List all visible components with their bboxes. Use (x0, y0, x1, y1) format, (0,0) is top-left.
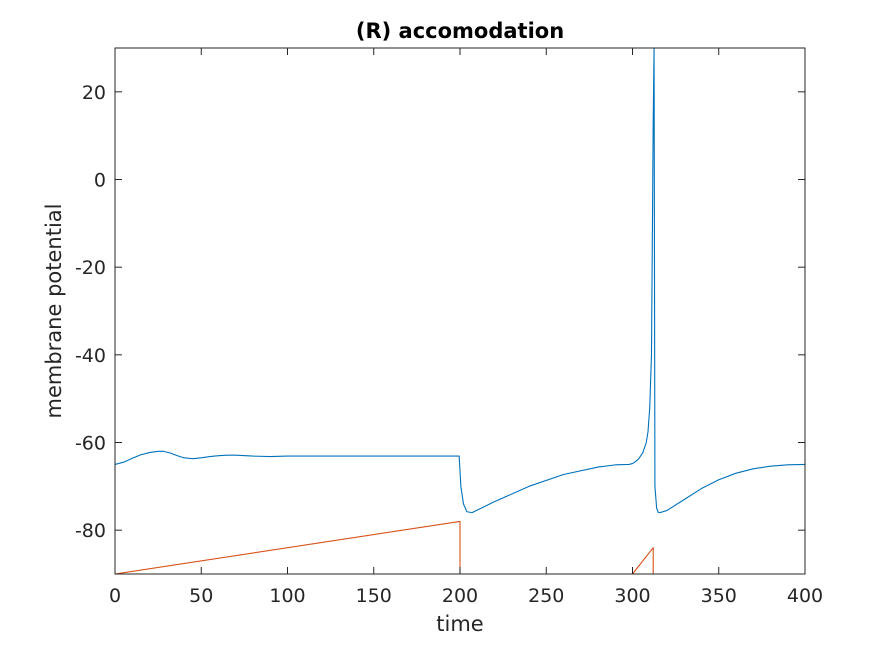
x-tick-label: 100 (269, 585, 305, 607)
x-tick-label: 200 (442, 585, 478, 607)
y-axis-label: membrane potential (42, 204, 66, 419)
tick-layer: 0 50 100 150 200 250 300 350 400 -80 -60 -40 -20 0 20 (75, 48, 823, 607)
plot-area (115, 48, 805, 574)
chart-title: (R) accomodation (356, 19, 564, 43)
y-tick-label: 20 (82, 82, 106, 104)
x-tick-label: 150 (356, 585, 392, 607)
x-tick-label: 0 (109, 585, 121, 607)
y-tick-label: -80 (75, 520, 106, 542)
y-tick-label: 0 (94, 170, 106, 192)
x-axis-label: time (436, 612, 483, 636)
y-tick-label: -40 (75, 345, 106, 367)
x-tick-label: 350 (701, 585, 737, 607)
series-line-1 (114, 47, 806, 514)
y-tick-label: -60 (75, 433, 106, 455)
x-tick-label: 250 (528, 585, 564, 607)
x-tick-label: 400 (787, 585, 823, 607)
y-tick-label: -20 (75, 257, 106, 279)
x-tick-label: 300 (614, 585, 650, 607)
x-tick-label: 50 (189, 585, 213, 607)
